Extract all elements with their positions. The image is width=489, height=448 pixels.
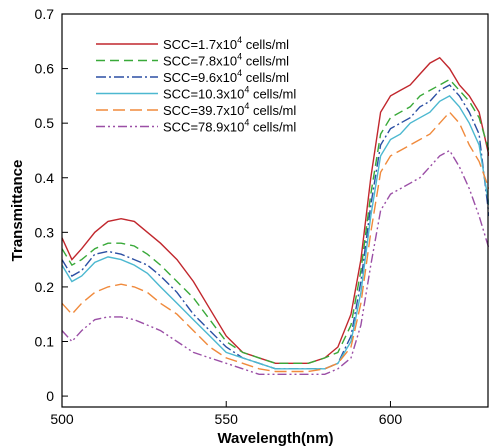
y-axis-title: Transmittance — [9, 160, 26, 262]
legend-label-suffix: cells/ml — [249, 87, 296, 102]
legend-label-suffix: cells/ml — [249, 103, 296, 118]
legend-label-exponent: 4 — [237, 68, 242, 78]
x-axis-title: Wavelength(nm) — [217, 430, 333, 447]
y-tick-label: 0.5 — [35, 115, 55, 131]
legend-label-exponent: 4 — [237, 52, 242, 62]
plot-lines — [61, 56, 489, 375]
legend-label-3: SCC=9.6x104 cells/ml — [163, 68, 289, 85]
legend-label-prefix: SCC=7.8x10 — [163, 54, 237, 69]
plot-frame — [61, 13, 489, 408]
legend-label-suffix: cells/ml — [242, 37, 289, 52]
legend-label-prefix: SCC=78.9x10 — [163, 120, 244, 135]
legend-label-1: SCC=1.7x104 cells/ml — [163, 35, 289, 52]
y-tick-label: 0.3 — [35, 224, 55, 240]
legend-label-prefix: SCC=10.3x10 — [163, 87, 244, 102]
y-tick-label: 0.4 — [35, 170, 55, 186]
legend-label-suffix: cells/ml — [242, 70, 289, 85]
legend-label-5: SCC=39.7x104 cells/ml — [163, 101, 296, 118]
legend-label-exponent: 4 — [244, 85, 249, 95]
y-tick-label: 0.1 — [35, 334, 55, 350]
x-axis-ticks: 500 550 600 — [50, 401, 402, 427]
legend-label-prefix: SCC=9.6x10 — [163, 70, 237, 85]
y-tick-label: 0 — [46, 388, 54, 404]
legend-label-exponent: 4 — [237, 35, 242, 45]
legend-label-prefix: SCC=1.7x10 — [163, 37, 237, 52]
legend-label-suffix: cells/ml — [249, 120, 296, 135]
y-axis-ticks: 0 0.1 0.2 0.3 0.4 0.5 0.6 0.7 — [35, 6, 68, 404]
legend-label-4: SCC=10.3x104 cells/ml — [163, 85, 296, 102]
legend-label-6: SCC=78.9x104 cells/ml — [163, 118, 296, 135]
legend-label-2: SCC=7.8x104 cells/ml — [163, 52, 289, 69]
y-tick-label: 0.6 — [35, 61, 55, 77]
series-line-2 — [61, 78, 489, 364]
x-tick-label: 550 — [215, 411, 239, 427]
x-tick-label: 500 — [50, 411, 74, 427]
legend-label-prefix: SCC=39.7x10 — [163, 103, 244, 118]
y-tick-label: 0.7 — [35, 6, 55, 22]
x-tick-label: 600 — [379, 411, 403, 427]
series-line-4 — [61, 95, 489, 370]
legend-label-exponent: 4 — [244, 101, 249, 111]
legend-label-exponent: 4 — [244, 118, 249, 128]
series-line-5 — [61, 111, 489, 373]
legend-label-suffix: cells/ml — [242, 54, 289, 69]
series-line-6 — [61, 149, 489, 375]
y-tick-label: 0.2 — [35, 279, 55, 295]
